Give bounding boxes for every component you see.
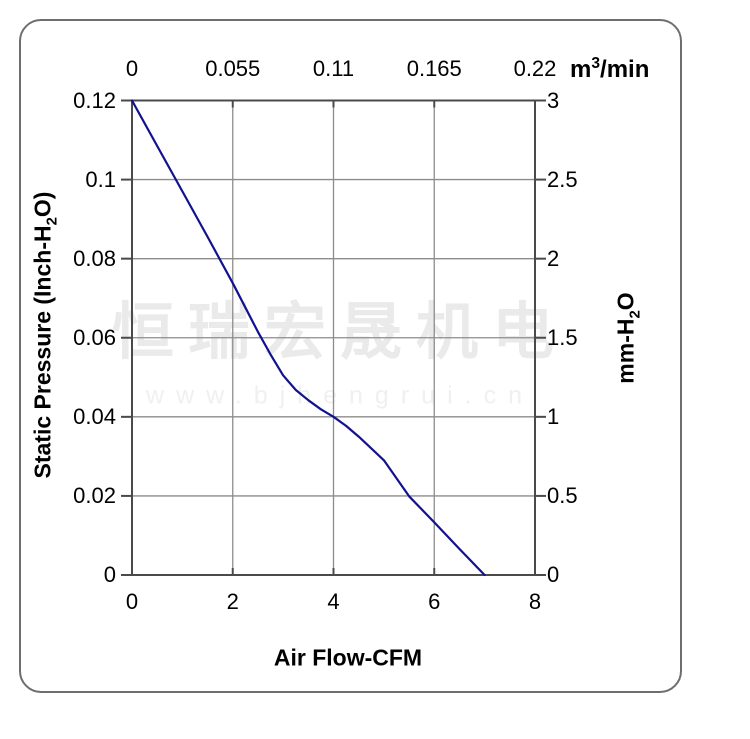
x-top-axis-unit: m3/min [570, 55, 650, 83]
x-top-tick-label: 0.055 [205, 56, 261, 81]
y-left-tick-label: 0 [103, 562, 116, 587]
y-left-tick-label: 0.1 [85, 166, 116, 192]
y-left-tick-label: 0.08 [73, 245, 116, 271]
plot-border [131, 99, 536, 576]
y-right-tick-label: 3 [547, 87, 560, 113]
x-bottom-tick-label: 2 [226, 589, 239, 614]
y-right-tick-label: 0 [547, 562, 560, 587]
y-left-tick-label: 0.04 [73, 403, 116, 429]
x-bottom-tick-label: 8 [528, 589, 542, 614]
x-top-tick-label: 0.11 [312, 56, 355, 81]
y-right-tick-label: 1 [547, 403, 560, 429]
y-right-tick-label: 1.5 [547, 324, 578, 350]
x-bottom-tick-label: 0 [125, 589, 139, 614]
y-right-axis-title: mm-H2O [612, 292, 644, 384]
x-top-tick-label: 0.165 [406, 56, 462, 81]
y-left-tick-label: 0.02 [73, 482, 116, 508]
y-left-tick-label: 0.06 [73, 324, 116, 350]
x-bottom-tick-label: 6 [428, 589, 441, 614]
x-top-tick-label: 0.22 [513, 56, 557, 81]
x-bottom-axis-title: Air Flow-CFM [273, 644, 423, 671]
y-left-tick-label: 0.12 [73, 87, 116, 113]
rounded-frame [19, 19, 682, 693]
y-right-tick-label: 2 [547, 245, 560, 271]
y-left-axis-title: Static Pressure (Inch-H2O) [29, 191, 61, 479]
y-right-tick-label: 0.5 [547, 482, 578, 508]
x-bottom-tick-label: 4 [327, 589, 340, 614]
x-top-tick-label: 0 [125, 56, 139, 81]
y-right-tick-label: 2.5 [547, 166, 578, 192]
pressure-airflow-curve [130, 99, 486, 577]
